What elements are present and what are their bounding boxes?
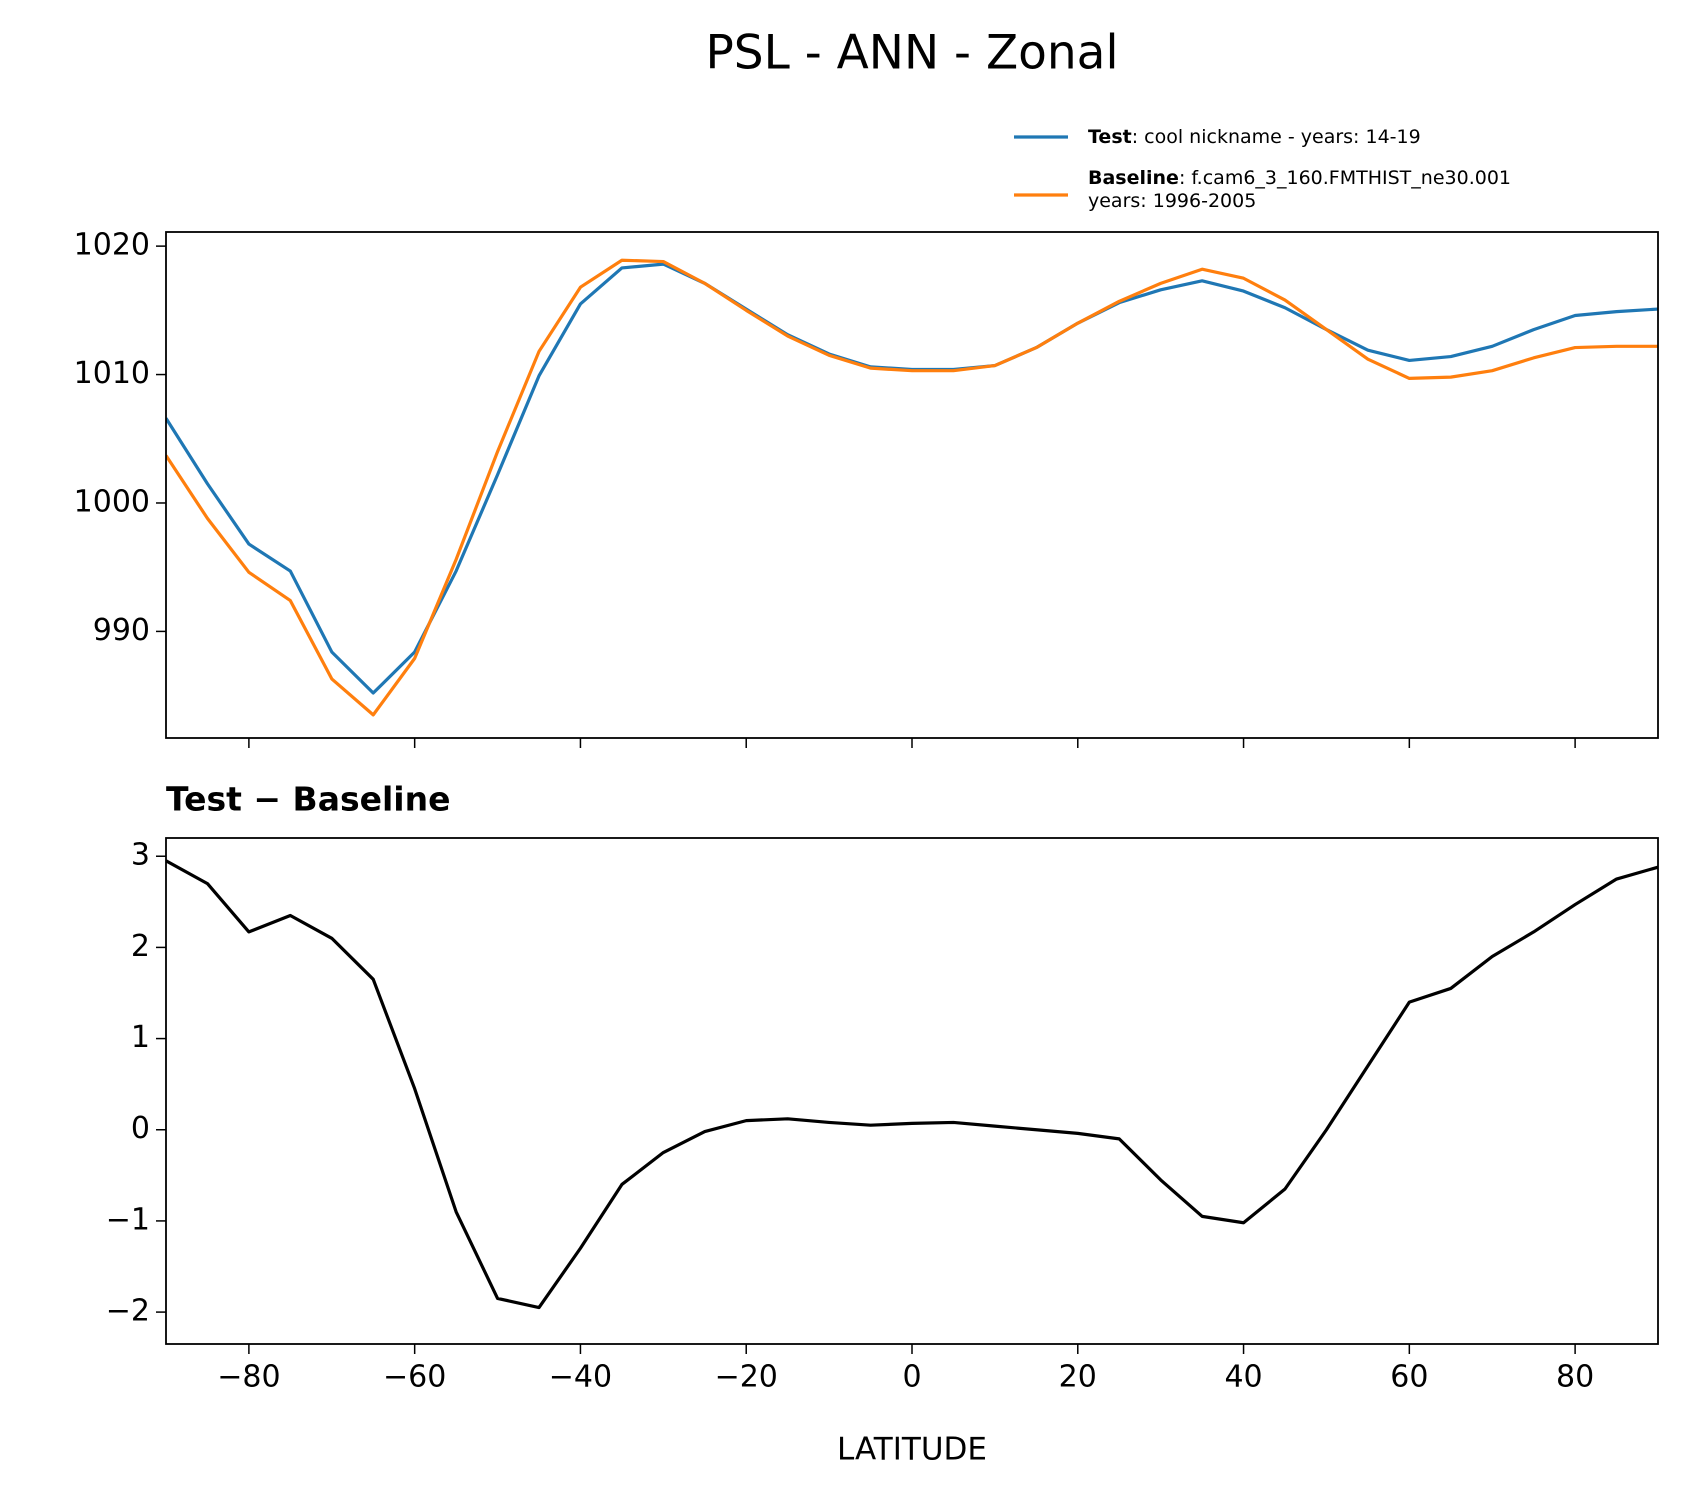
series-line <box>166 859 1658 1310</box>
axes-title: Test − Baseline <box>166 780 451 819</box>
y-tick-label: 0 <box>131 1111 150 1146</box>
x-tick-label: −80 <box>217 1360 280 1395</box>
x-tick-label: −20 <box>715 1360 778 1395</box>
x-tick-label: −60 <box>383 1360 446 1395</box>
y-tick-label: −1 <box>106 1202 150 1237</box>
y-tick-label: 1020 <box>74 228 150 263</box>
legend-detail: years: 1996-2005 <box>1088 190 1256 212</box>
y-tick-label: 1010 <box>74 356 150 391</box>
figure-title: PSL - ANN - Zonal <box>705 26 1118 81</box>
series-line <box>166 262 1658 695</box>
x-tick-label: 20 <box>1059 1360 1097 1395</box>
x-tick-label: 80 <box>1556 1360 1594 1395</box>
y-tick-label: 1000 <box>74 484 150 519</box>
legend-detail: : f.cam6_3_160.FMTHIST_ne30.001 <box>1179 167 1511 189</box>
legend-name: Test <box>1088 126 1132 148</box>
axes-frame <box>165 837 1659 1345</box>
y-tick-label: −2 <box>106 1294 150 1329</box>
x-tick-label: 60 <box>1390 1360 1428 1395</box>
legend-detail: : cool nickname - years: 14-19 <box>1132 126 1421 148</box>
y-tick-label: 2 <box>131 929 150 964</box>
y-tick-label: 3 <box>131 838 150 873</box>
legend-label: years: 1996-2005 <box>1088 190 1256 212</box>
legend-label: Baseline: f.cam6_3_160.FMTHIST_ne30.001 <box>1088 167 1511 189</box>
x-tick-label: 40 <box>1224 1360 1262 1395</box>
x-tick-label: −40 <box>549 1360 612 1395</box>
series-line <box>166 258 1658 717</box>
legend-name: Baseline <box>1088 167 1179 189</box>
x-tick-label: 0 <box>902 1360 921 1395</box>
y-tick-label: 1 <box>131 1020 150 1055</box>
x-axis-label: LATITUDE <box>837 1432 987 1468</box>
y-tick-label: 990 <box>93 613 150 648</box>
axes-frame <box>165 231 1659 739</box>
legend-label: Test: cool nickname - years: 14-19 <box>1088 126 1421 148</box>
